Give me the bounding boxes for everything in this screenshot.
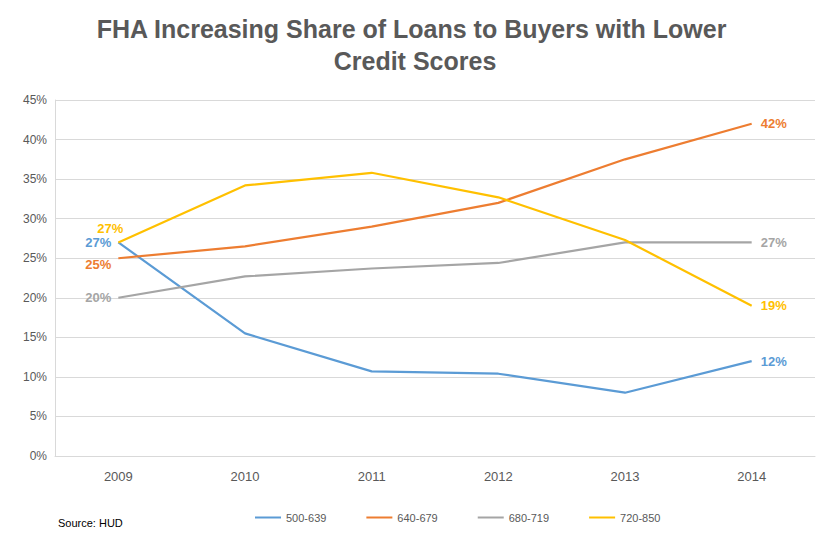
svg-text:5%: 5% (30, 409, 48, 423)
svg-text:640-679: 640-679 (397, 512, 437, 524)
svg-text:680-719: 680-719 (509, 512, 549, 524)
svg-text:2014: 2014 (737, 469, 766, 484)
svg-text:2011: 2011 (358, 469, 386, 484)
svg-text:45%: 45% (23, 93, 47, 107)
svg-text:500-639: 500-639 (286, 512, 326, 524)
svg-text:10%: 10% (23, 370, 47, 384)
svg-text:30%: 30% (23, 212, 47, 226)
svg-text:2013: 2013 (611, 469, 640, 484)
svg-text:25%: 25% (85, 257, 111, 272)
svg-text:35%: 35% (23, 172, 47, 186)
svg-text:12%: 12% (761, 354, 787, 369)
svg-text:27%: 27% (85, 235, 111, 250)
svg-text:25%: 25% (23, 251, 47, 265)
svg-text:27%: 27% (761, 235, 787, 250)
svg-text:Credit Scores: Credit Scores (334, 47, 497, 75)
svg-text:20%: 20% (85, 290, 111, 305)
svg-text:720-850: 720-850 (620, 512, 660, 524)
svg-text:2012: 2012 (484, 469, 513, 484)
svg-text:20%: 20% (23, 291, 47, 305)
svg-text:2010: 2010 (231, 469, 260, 484)
svg-text:Source: HUD: Source: HUD (58, 517, 123, 529)
svg-text:0%: 0% (30, 449, 48, 463)
svg-text:19%: 19% (761, 298, 787, 313)
svg-text:15%: 15% (23, 330, 47, 344)
svg-text:42%: 42% (761, 116, 787, 131)
svg-text:27%: 27% (97, 221, 123, 236)
svg-text:2009: 2009 (104, 469, 133, 484)
svg-text:40%: 40% (23, 133, 47, 147)
svg-text:FHA Increasing Share of Loans: FHA Increasing Share of Loans to Buyers … (97, 15, 734, 43)
